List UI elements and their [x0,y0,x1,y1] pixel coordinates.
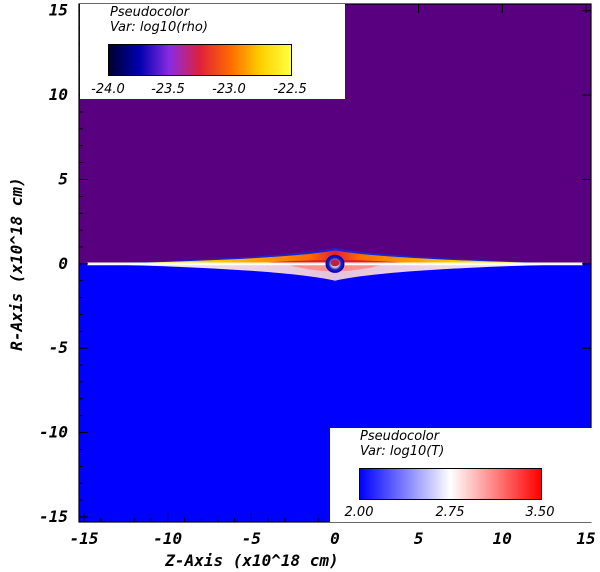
x-tick-label: -15 [70,529,99,548]
y-axis-title: R-Axis (x10^18 cm) [7,177,26,350]
y-tick-label: -5 [49,338,68,357]
temperature-colorbar [359,468,542,500]
y-tick-label: -15 [39,507,68,526]
y-tick-label: 0 [58,254,68,273]
density-colorbar-tick: -23.5 [151,82,185,97]
density-colorbar-tick: -23.0 [212,82,246,97]
density-colorbar-tick: -24.0 [91,82,125,97]
temperature-colorbar-tick: 2.00 [344,505,374,520]
x-tick-label: 5 [414,529,424,548]
x-axis-title: Z-Axis (x10^18 cm) [164,551,338,570]
density-colorbar [108,44,292,76]
density-legend: Pseudocolor Var: log10(rho) -24.0 -23.5 … [80,4,345,99]
temperature-colorbar-tick: 3.50 [525,505,555,520]
y-tick-label: 10 [49,85,68,104]
x-tick-label: 0 [330,529,340,548]
density-legend-plot-label: Pseudocolor [110,5,190,20]
temperature-legend: Pseudocolor Var: log10(T) 2.00 2.75 3.50 [330,428,592,522]
axes-layer: -15 -10 -5 0 5 10 15 15 10 5 0 -5 -10 -15 [39,1,596,548]
temperature-legend-variable: Var: log10(T) [360,444,445,459]
y-tick-label: 5 [58,169,68,188]
density-colorbar-tick: -22.5 [273,82,307,97]
x-tick-label: -5 [242,529,261,548]
y-tick-label: -10 [39,423,68,442]
x-tick-label: -10 [153,529,182,548]
temperature-legend-plot-label: Pseudocolor [360,429,440,444]
x-tick-label: 10 [493,529,512,548]
temperature-colorbar-tick: 2.75 [435,505,465,520]
y-tick-label: 15 [49,1,68,20]
x-tick-label: 15 [576,529,595,548]
central-source-core [330,259,340,267]
density-legend-variable: Var: log10(rho) [110,20,208,35]
